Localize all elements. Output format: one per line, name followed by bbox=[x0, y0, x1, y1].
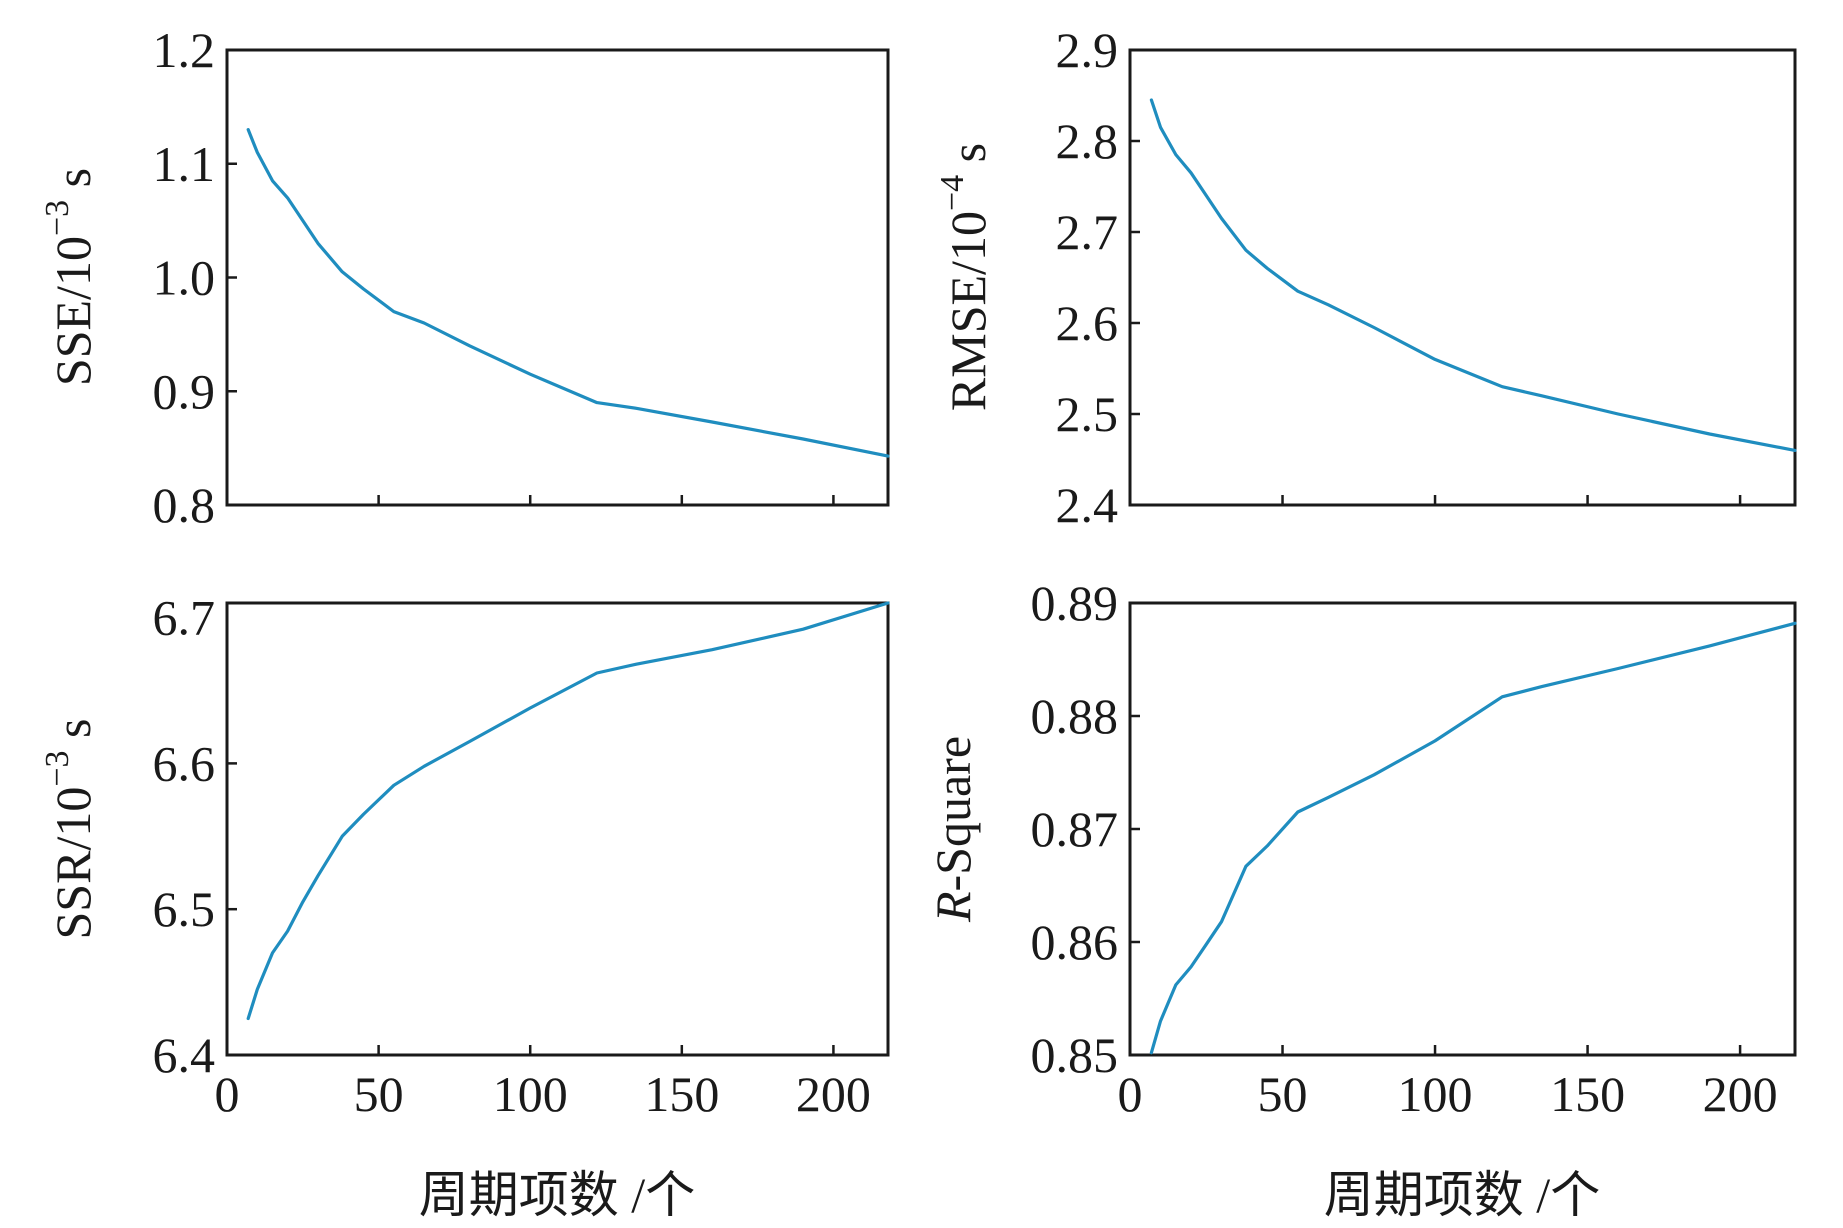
x-tick-label: 50 bbox=[1258, 1066, 1308, 1122]
panel-rsquare: 0.85 0.86 0.87 0.88 0.89 0 50 100 150 200 R-Squa… bbox=[925, 575, 1797, 1223]
y-axis-title-exp: −3 bbox=[39, 750, 76, 786]
y-tick-label: 2.4 bbox=[1056, 477, 1119, 533]
y-tick-label: 2.8 bbox=[1056, 113, 1119, 169]
x-tick-labels: 0 50 100 150 200 bbox=[1118, 1066, 1778, 1122]
y-tick-label: 2.5 bbox=[1056, 386, 1119, 442]
y-tick-label: 0.88 bbox=[1031, 688, 1119, 744]
y-axis-title: SSE/10−3 s bbox=[39, 168, 101, 386]
series-line-ssr bbox=[246, 601, 890, 1021]
x-tick-labels: 0 50 100 150 200 bbox=[215, 1066, 871, 1122]
y-axis-title-exp: −3 bbox=[39, 200, 76, 236]
y-tick-label: 2.6 bbox=[1056, 295, 1119, 351]
x-tick-label: 150 bbox=[1550, 1066, 1625, 1122]
x-tick-label: 200 bbox=[1703, 1066, 1778, 1122]
x-tick-label: 0 bbox=[215, 1066, 240, 1122]
y-tick-label: 2.9 bbox=[1056, 22, 1119, 78]
panel-sse: 0.8 0.9 1.0 1.1 1.2 SSE/10−3 s bbox=[39, 22, 890, 533]
y-axis-title-exp: −4 bbox=[934, 175, 971, 211]
y-axis-title-unit-text: s bbox=[45, 718, 101, 737]
series-line-rmse bbox=[1149, 98, 1797, 452]
y-axis-title-unit bbox=[45, 187, 101, 200]
y-tick-label: 2.7 bbox=[1056, 204, 1119, 260]
y-axis-title-rest: -Square bbox=[925, 736, 981, 892]
y-tick-label: 0.87 bbox=[1031, 801, 1119, 857]
panel-ssr: 6.4 6.5 6.6 6.7 0 50 100 150 200 SSR/10−3 s 周期项… bbox=[39, 590, 890, 1223]
y-tick-label: 1.2 bbox=[153, 22, 216, 78]
y-tick-label: 0.86 bbox=[1031, 914, 1119, 970]
y-tick-label: 1.1 bbox=[153, 136, 216, 192]
y-axis-title-base: SSR/10 bbox=[45, 787, 101, 940]
y-axis-title-unit-text: s bbox=[940, 143, 996, 162]
x-tick-label: 150 bbox=[644, 1066, 719, 1122]
x-tick-label: 200 bbox=[796, 1066, 871, 1122]
series-line-sse bbox=[246, 128, 890, 458]
y-tick-labels: 0.8 0.9 1.0 1.1 1.2 bbox=[153, 22, 216, 533]
y-tick-labels: 6.4 6.5 6.6 6.7 bbox=[153, 590, 216, 1083]
y-axis-title: SSR/10−3 s bbox=[39, 718, 101, 939]
y-tick-labels: 2.4 2.5 2.6 2.7 2.8 2.9 bbox=[1056, 22, 1119, 533]
x-tick-label: 0 bbox=[1118, 1066, 1143, 1122]
series-line-rsquare bbox=[1149, 621, 1797, 1055]
plot-frame bbox=[225, 601, 890, 1057]
y-tick-label: 1.0 bbox=[153, 250, 216, 306]
y-tick-label: 6.6 bbox=[153, 735, 216, 791]
tick-marks bbox=[1130, 139, 1742, 505]
y-axis-title-unit bbox=[45, 738, 101, 751]
y-axis-title: R-Square bbox=[925, 736, 981, 923]
tick-marks bbox=[227, 162, 835, 505]
x-tick-label: 50 bbox=[354, 1066, 404, 1122]
y-axis-title-base: SSE/10 bbox=[45, 236, 101, 386]
x-tick-label: 100 bbox=[493, 1066, 568, 1122]
y-tick-label: 6.4 bbox=[153, 1027, 216, 1083]
panel-rmse: 2.4 2.5 2.6 2.7 2.8 2.9 RMSE/10−4 s bbox=[934, 22, 1797, 533]
x-axis-title: 周期项数 /个 bbox=[419, 1167, 695, 1223]
y-axis-title-italic: R bbox=[925, 891, 981, 923]
y-axis-title-base: RMSE/10 bbox=[940, 211, 996, 411]
x-tick-label: 100 bbox=[1398, 1066, 1473, 1122]
y-tick-label: 6.5 bbox=[153, 881, 216, 937]
y-tick-labels: 0.85 0.86 0.87 0.88 0.89 bbox=[1031, 575, 1119, 1083]
y-tick-label: 6.7 bbox=[153, 590, 216, 646]
y-tick-label: 0.85 bbox=[1031, 1027, 1119, 1083]
y-axis-title: RMSE/10−4 s bbox=[934, 143, 996, 411]
plot-frame bbox=[1128, 48, 1797, 507]
tick-marks bbox=[227, 762, 835, 1055]
x-axis-title: 周期项数 /个 bbox=[1324, 1167, 1600, 1223]
tick-marks bbox=[1130, 714, 1742, 1055]
y-tick-label: 0.89 bbox=[1031, 575, 1119, 631]
y-tick-label: 0.9 bbox=[153, 363, 216, 419]
y-axis-title-unit-text: s bbox=[45, 168, 101, 187]
y-tick-label: 0.8 bbox=[153, 477, 216, 533]
plot-frame bbox=[1128, 601, 1797, 1057]
y-axis-title-unit bbox=[940, 162, 996, 175]
